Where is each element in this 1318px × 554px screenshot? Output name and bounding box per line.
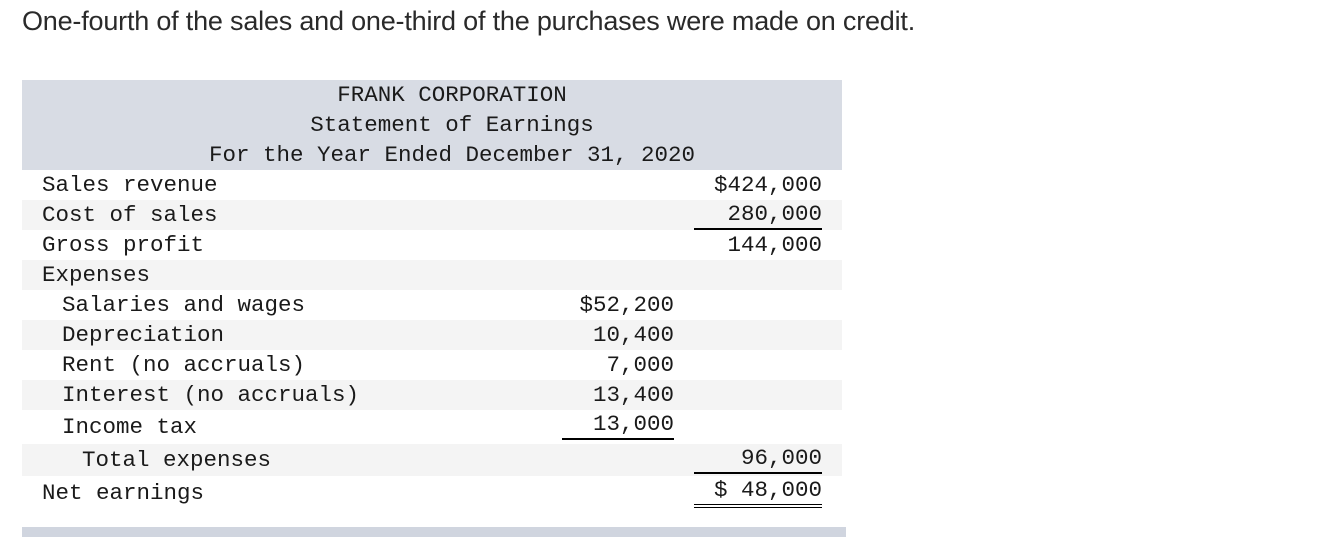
row-label: Expenses <box>42 262 151 288</box>
row-label: Salaries and wages <box>62 292 306 318</box>
row-amount: 13,000 <box>562 410 674 440</box>
row-amount: 280,000 <box>694 200 822 230</box>
row-amount: 7,000 <box>606 352 674 378</box>
row-label: Interest (no accruals) <box>62 382 360 408</box>
row-label: Cost of sales <box>42 202 218 228</box>
row-sales-revenue: Sales revenue $424,000 <box>22 170 842 200</box>
row-gross-profit: Gross profit 144,000 <box>22 230 842 260</box>
statement-header: FRANK CORPORATION Statement of Earnings … <box>22 80 842 170</box>
statement-of-earnings: FRANK CORPORATION Statement of Earnings … <box>22 80 842 510</box>
row-income-tax: Income tax 13,000 <box>22 410 842 444</box>
intro-text: One-fourth of the sales and one-third of… <box>22 6 916 36</box>
row-label: Sales revenue <box>42 172 218 198</box>
company-name: FRANK CORPORATION <box>337 82 567 108</box>
row-amount: $52,200 <box>579 292 674 318</box>
row-amount: 144,000 <box>727 232 822 258</box>
row-amount: 96,000 <box>694 444 822 474</box>
row-label: Gross profit <box>42 232 205 258</box>
row-amount: 10,400 <box>592 322 674 348</box>
statement-period: For the Year Ended December 31, 2020 <box>208 142 696 168</box>
row-label: Total expenses <box>82 447 272 473</box>
row-rent: Rent (no accruals) 7,000 <box>22 350 842 380</box>
row-amount: 13,400 <box>592 382 674 408</box>
statement-footer-bar <box>22 527 846 537</box>
row-interest: Interest (no accruals) 13,400 <box>22 380 842 410</box>
row-label: Depreciation <box>62 322 225 348</box>
row-cost-of-sales: Cost of sales 280,000 <box>22 200 842 230</box>
row-net-earnings: Net earnings $ 48,000 <box>22 476 842 510</box>
row-label: Income tax <box>62 414 198 440</box>
row-total-expenses: Total expenses 96,000 <box>22 444 842 476</box>
row-expenses-heading: Expenses <box>22 260 842 290</box>
statement-title: Statement of Earnings <box>310 112 594 138</box>
row-salaries: Salaries and wages $52,200 <box>22 290 842 320</box>
row-amount: $424,000 <box>713 172 822 198</box>
row-label: Rent (no accruals) <box>62 352 306 378</box>
row-amount: $ 48,000 <box>694 476 822 508</box>
row-depreciation: Depreciation 10,400 <box>22 320 842 350</box>
row-label: Net earnings <box>42 480 205 506</box>
